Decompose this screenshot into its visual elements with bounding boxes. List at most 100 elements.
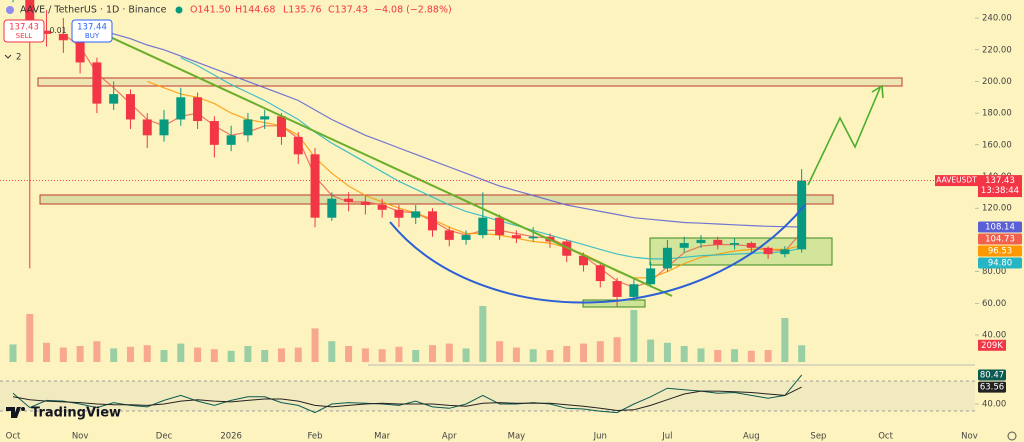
candle-body bbox=[411, 211, 421, 218]
projection-path bbox=[807, 87, 881, 186]
volume-bar bbox=[479, 306, 487, 362]
candle-body bbox=[730, 243, 740, 245]
volume-bar bbox=[781, 318, 789, 362]
bottom-box bbox=[582, 299, 646, 308]
candle-body bbox=[612, 281, 622, 297]
ohlc-change: −4.08 (−2.88%) bbox=[374, 5, 452, 16]
sell-label: SELL bbox=[16, 32, 33, 40]
indicators-caret[interactable] bbox=[4, 54, 12, 59]
x-tick-label: Sep bbox=[810, 432, 826, 442]
candle-body bbox=[478, 217, 488, 236]
x-tick-label: 2026 bbox=[220, 432, 242, 442]
moving-average bbox=[146, 80, 802, 279]
brand-logo-dot bbox=[21, 407, 25, 411]
volume-bar bbox=[529, 349, 537, 362]
volume-bar bbox=[714, 350, 722, 362]
symbol-title[interactable]: AAVE / TetherUS · 1D · Binance bbox=[20, 5, 167, 16]
candle-body bbox=[444, 230, 454, 240]
settings-icon[interactable] bbox=[1007, 431, 1017, 441]
x-tick-label: Oct bbox=[6, 432, 21, 442]
moving-average-tag: 96.53 bbox=[988, 246, 1012, 256]
rsi-line bbox=[12, 386, 802, 412]
symbol-tag: AAVEUSDT bbox=[936, 176, 977, 185]
volume-bar bbox=[764, 350, 772, 362]
volume-bar bbox=[345, 346, 353, 362]
volume-bar bbox=[378, 349, 386, 362]
candle-body bbox=[394, 209, 404, 218]
candle-body bbox=[780, 249, 790, 255]
candle-body bbox=[461, 235, 471, 240]
volume-bar bbox=[227, 350, 235, 362]
moving-average-tag: 104.73 bbox=[985, 234, 1015, 244]
rsi-tag-bg bbox=[978, 381, 1006, 393]
market-status-dot bbox=[175, 6, 183, 14]
moving-average-tag: 94.80 bbox=[988, 258, 1012, 268]
rounding-bottom-curve bbox=[389, 204, 806, 304]
candle-body bbox=[562, 241, 572, 256]
candle-body bbox=[42, 30, 52, 34]
volume-bar bbox=[798, 345, 806, 362]
volume-bar bbox=[429, 345, 436, 362]
y-tick-label: 180.00 bbox=[982, 109, 1012, 119]
candle-body bbox=[377, 205, 387, 210]
volume-bar bbox=[596, 341, 604, 362]
volume-bar bbox=[328, 341, 336, 362]
volume-bar bbox=[277, 348, 285, 362]
brand-name[interactable]: TradingView bbox=[31, 406, 121, 421]
buy-button[interactable] bbox=[71, 19, 113, 43]
candle-body bbox=[428, 211, 437, 231]
volume-bar bbox=[160, 350, 168, 362]
rsi-band bbox=[0, 381, 975, 411]
candle-body bbox=[159, 119, 169, 136]
volume-bar bbox=[244, 346, 252, 362]
volume-bar bbox=[26, 314, 34, 362]
candle-body bbox=[511, 235, 521, 239]
volume-tag: 209K bbox=[981, 341, 1003, 351]
trend-line bbox=[94, 29, 673, 297]
volume-bar bbox=[361, 348, 369, 362]
price-tag-bg bbox=[978, 175, 1022, 198]
candle-body bbox=[696, 239, 706, 244]
moving-average-tag: 108.14 bbox=[985, 222, 1015, 232]
candle-body bbox=[763, 247, 773, 255]
rsi-tag: 80.47 bbox=[980, 370, 1004, 380]
volume-bar bbox=[194, 347, 202, 362]
volume-bar bbox=[261, 350, 269, 362]
x-tick-label: May bbox=[508, 432, 526, 442]
candle-body bbox=[746, 243, 756, 248]
indicators-count[interactable]: 2 bbox=[16, 53, 21, 63]
volume-bar bbox=[143, 345, 151, 362]
y-tick-label: 200.00 bbox=[982, 77, 1012, 87]
volume-bar bbox=[311, 328, 319, 362]
candle-body bbox=[260, 116, 270, 120]
y-tick-label: 80.00 bbox=[982, 267, 1006, 277]
candle-body bbox=[193, 97, 203, 122]
candle-body bbox=[209, 121, 219, 145]
volume-bar bbox=[613, 337, 621, 362]
rsi-tag-bg bbox=[978, 369, 1006, 381]
spread: 0.01 bbox=[50, 26, 67, 35]
sell-button[interactable] bbox=[3, 19, 45, 43]
volume-bar bbox=[76, 346, 84, 362]
volume-bar bbox=[177, 343, 185, 362]
y-tick-label: 60.00 bbox=[982, 299, 1006, 309]
volume-bar bbox=[210, 349, 218, 362]
candle-body bbox=[344, 198, 354, 202]
volume-bar bbox=[59, 347, 67, 362]
volume-bar bbox=[93, 341, 101, 362]
drawings-front bbox=[94, 29, 884, 304]
candle-body bbox=[243, 119, 253, 136]
candle-body bbox=[495, 217, 505, 236]
candle-body bbox=[25, 0, 35, 31]
volume-bar bbox=[496, 341, 504, 362]
x-tick-label: Nov bbox=[72, 432, 89, 442]
candle-body bbox=[327, 198, 337, 218]
volume-bar bbox=[395, 346, 403, 362]
candle-body bbox=[360, 201, 370, 206]
candle-body bbox=[662, 247, 672, 269]
x-tick-label: Dec bbox=[156, 432, 173, 442]
x-tick-label: Apr bbox=[442, 432, 457, 442]
countdown: 13:38:44 bbox=[981, 186, 1019, 196]
